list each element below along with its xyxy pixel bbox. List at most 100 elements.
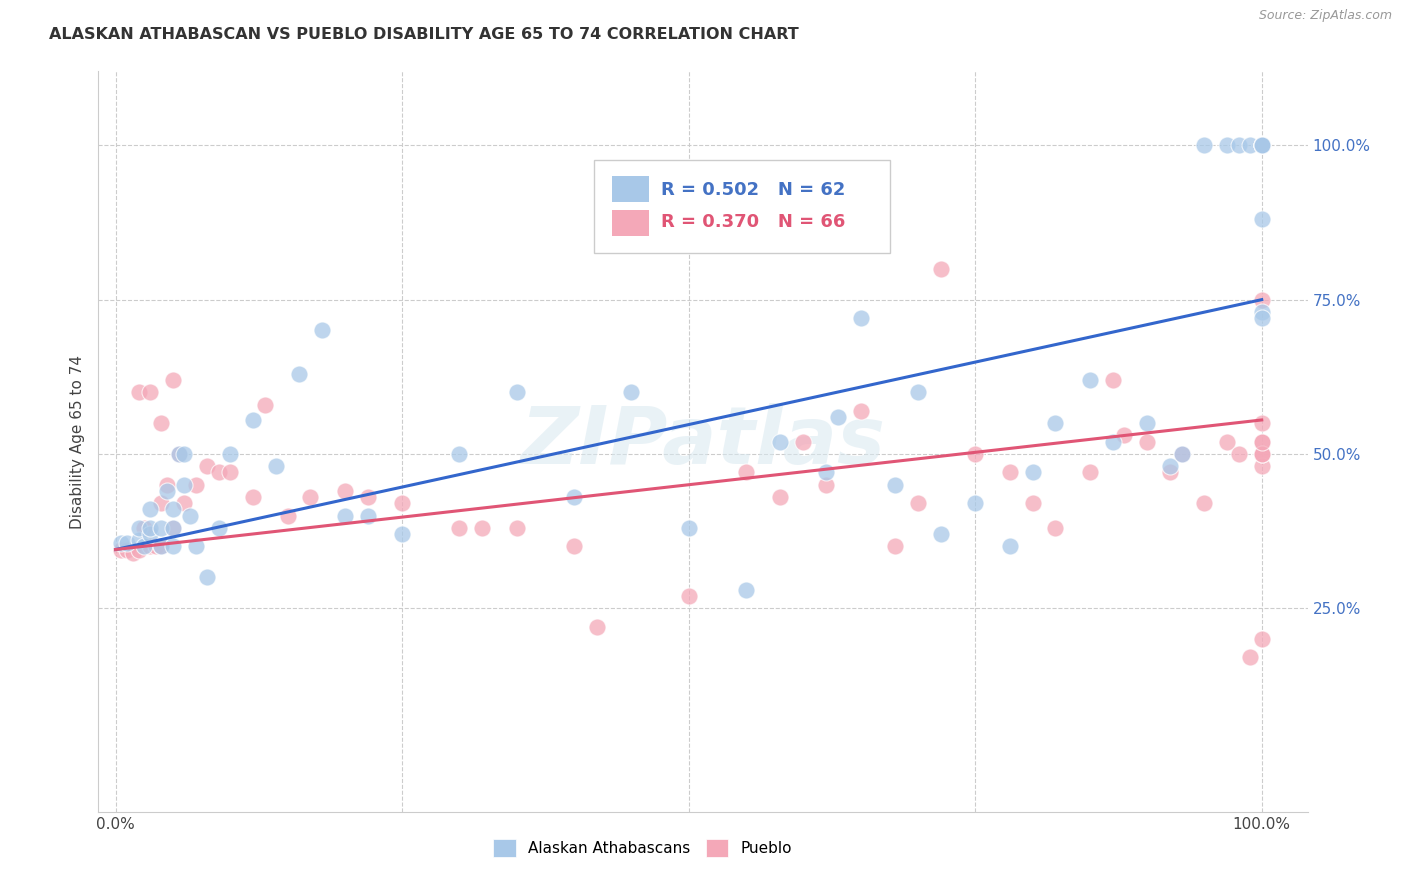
Point	[242, 413, 264, 427]
Point	[678, 521, 700, 535]
Point	[1045, 416, 1067, 430]
Point	[277, 508, 299, 523]
Point	[1250, 447, 1272, 461]
Point	[242, 490, 264, 504]
Point	[1045, 521, 1067, 535]
Point	[562, 540, 585, 554]
Y-axis label: Disability Age 65 to 74: Disability Age 65 to 74	[70, 354, 86, 529]
Point	[195, 459, 218, 474]
Point	[128, 521, 150, 535]
Point	[965, 496, 987, 510]
Point	[1250, 447, 1272, 461]
Point	[620, 385, 643, 400]
Point	[884, 540, 907, 554]
Point	[1250, 138, 1272, 153]
Point	[288, 367, 311, 381]
Point	[391, 496, 413, 510]
Point	[333, 483, 356, 498]
Point	[115, 536, 138, 550]
Point	[357, 490, 380, 504]
Point	[219, 447, 242, 461]
Point	[769, 434, 792, 449]
Point	[907, 496, 929, 510]
Point	[1136, 434, 1159, 449]
Point	[1250, 138, 1272, 153]
Text: Source: ZipAtlas.com: Source: ZipAtlas.com	[1258, 9, 1392, 22]
Point	[735, 582, 758, 597]
Point	[1250, 416, 1272, 430]
Point	[449, 447, 471, 461]
Point	[156, 483, 179, 498]
Point	[849, 403, 872, 417]
Point	[139, 527, 162, 541]
Point	[184, 477, 207, 491]
Point	[162, 521, 184, 535]
Point	[827, 409, 849, 424]
Point	[1216, 434, 1239, 449]
Point	[1250, 434, 1272, 449]
Text: ZIPatlas: ZIPatlas	[520, 402, 886, 481]
Point	[173, 477, 195, 491]
Point	[1239, 138, 1261, 153]
Point	[110, 536, 132, 550]
Point	[678, 589, 700, 603]
Point	[333, 508, 356, 523]
Point	[162, 521, 184, 535]
Point	[1250, 311, 1272, 326]
Point	[1250, 459, 1272, 474]
Point	[1078, 373, 1101, 387]
Point	[506, 521, 529, 535]
Point	[139, 502, 162, 516]
Point	[121, 546, 143, 560]
Point	[1250, 138, 1272, 153]
Point	[115, 542, 138, 557]
Point	[562, 490, 585, 504]
Point	[1194, 138, 1216, 153]
Point	[150, 540, 173, 554]
Point	[1194, 496, 1216, 510]
Point	[208, 466, 231, 480]
Point	[179, 508, 201, 523]
Point	[1170, 447, 1192, 461]
Point	[150, 521, 173, 535]
Point	[1250, 632, 1272, 646]
Point	[907, 385, 929, 400]
Point	[139, 540, 162, 554]
Point	[1250, 138, 1272, 153]
Point	[134, 521, 156, 535]
Point	[1101, 373, 1123, 387]
Point	[1250, 293, 1272, 307]
FancyBboxPatch shape	[613, 177, 648, 202]
Point	[769, 490, 792, 504]
Point	[264, 459, 287, 474]
Point	[150, 416, 173, 430]
FancyBboxPatch shape	[613, 210, 648, 235]
Point	[173, 447, 195, 461]
Point	[815, 466, 838, 480]
Point	[195, 570, 218, 584]
Point	[1250, 212, 1272, 227]
Point	[110, 542, 132, 557]
Point	[1227, 138, 1250, 153]
Point	[471, 521, 494, 535]
Point	[134, 540, 156, 554]
Point	[162, 373, 184, 387]
Point	[1021, 496, 1043, 510]
Point	[128, 533, 150, 548]
Point	[792, 434, 814, 449]
Point	[1021, 466, 1043, 480]
FancyBboxPatch shape	[595, 161, 890, 252]
Point	[449, 521, 471, 535]
Point	[1227, 447, 1250, 461]
Point	[1216, 138, 1239, 153]
Point	[391, 527, 413, 541]
Point	[1159, 466, 1181, 480]
Point	[357, 508, 380, 523]
Point	[1114, 428, 1136, 442]
Point	[1101, 434, 1123, 449]
Point	[1239, 650, 1261, 665]
Point	[156, 477, 179, 491]
Point	[150, 540, 173, 554]
Text: ALASKAN ATHABASCAN VS PUEBLO DISABILITY AGE 65 TO 74 CORRELATION CHART: ALASKAN ATHABASCAN VS PUEBLO DISABILITY …	[49, 27, 799, 42]
Point	[1250, 138, 1272, 153]
